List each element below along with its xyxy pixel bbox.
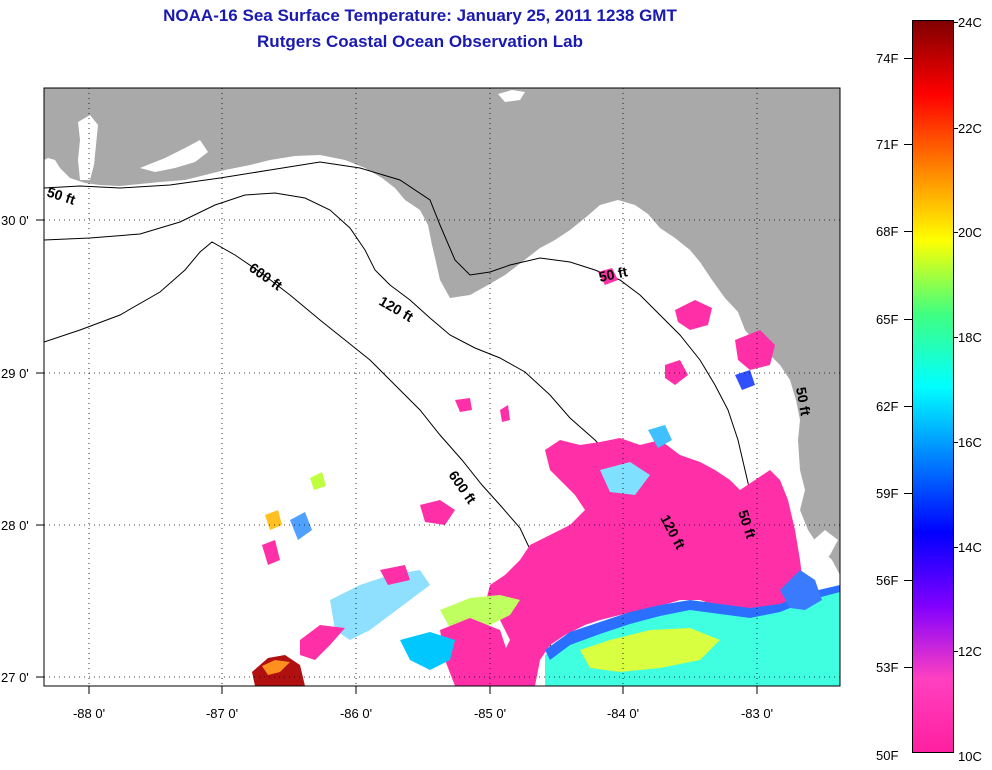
colorbar-c-tick [954, 22, 958, 23]
sst-scatter-3 [420, 500, 455, 525]
colorbar-celsius-label: 14C [958, 540, 982, 555]
colorbar-celsius-label: 16C [958, 435, 982, 450]
map-subtitle: Rutgers Coastal Ocean Observation Lab [257, 32, 583, 51]
lon-label: -85 0' [474, 706, 506, 721]
colorbar-fahrenheit-label: 62F [876, 399, 899, 414]
sst-scatter-12 [600, 462, 650, 495]
sst-warm-patch-edge [262, 660, 290, 675]
pensacola-bays [140, 140, 208, 172]
colorbar-c-tick [954, 442, 958, 443]
contour-label: 50 ft [793, 386, 814, 417]
sst-scatter-6 [735, 370, 755, 390]
temperature-colorbar [912, 20, 954, 753]
colorbar-fahrenheit-label: 68F [876, 224, 899, 239]
map-ticks [36, 219, 758, 694]
mobile-bay [78, 115, 98, 180]
colorbar-fahrenheit-label: 65F [876, 312, 899, 327]
tampa-bay [808, 530, 838, 565]
lon-label: -88 0' [73, 706, 105, 721]
colorbar-c-tick [954, 128, 958, 129]
lat-label: 29 0' [1, 366, 29, 381]
sst-scatter-4 [665, 360, 688, 385]
sst-inner-shelf-blue [780, 570, 822, 610]
sst-west-patch-2 [440, 595, 520, 630]
sst-magenta-patch [485, 438, 805, 686]
colorbar-f-tick [904, 493, 912, 494]
colorbar-fahrenheit-label: 74F [876, 51, 899, 66]
colorbar-celsius-label: 18C [958, 330, 982, 345]
lon-label: -83 0' [741, 706, 773, 721]
sst-west-patch-3 [300, 625, 345, 660]
lat-label: 30 0' [1, 213, 29, 228]
lon-label: -86 0' [340, 706, 372, 721]
sst-scatter-7 [262, 540, 280, 565]
colorbar-c-tick [954, 232, 958, 233]
sst-west-patch-4 [440, 618, 510, 686]
colorbar-f-tick [904, 319, 912, 320]
sst-west-patch-5 [400, 632, 455, 670]
colorbar-celsius-label: 10C [958, 749, 982, 764]
colorbar-fahrenheit-label: 71F [876, 137, 899, 152]
colorbar-celsius-label: 20C [958, 225, 982, 240]
contour-600ft [44, 241, 553, 686]
sst-scatter-14 [455, 398, 472, 412]
sst-scatter-9 [290, 512, 312, 540]
sst-scatter-15 [648, 425, 672, 448]
lon-label: -87 0' [206, 706, 238, 721]
colorbar-c-tick [954, 337, 958, 338]
map-title: NOAA-16 Sea Surface Temperature: January… [163, 6, 677, 25]
colorbar-fahrenheit-label: 59F [876, 486, 899, 501]
sst-yellow-green [580, 628, 720, 672]
colorbar-f-tick [904, 667, 912, 668]
sst-scatter-5 [598, 268, 618, 285]
colorbar-f-tick [904, 58, 912, 59]
contour-label: 50 ft [597, 263, 629, 285]
lat-label: 28 0' [1, 518, 29, 533]
sst-west-patch-1 [330, 570, 430, 640]
sst-scatter-2 [735, 330, 775, 370]
sst-scatter-11 [380, 565, 410, 585]
map-frame [43, 87, 841, 687]
colorbar-celsius-label: 12C [958, 644, 982, 659]
inland-lake [498, 90, 525, 102]
lon-label: -84 0' [607, 706, 639, 721]
sst-scatter-1 [675, 300, 712, 330]
sst-pixels [252, 268, 840, 686]
sst-scatter-10 [310, 472, 326, 490]
colorbar-f-tick [904, 580, 912, 581]
colorbar-f-tick [904, 406, 912, 407]
colorbar-fahrenheit-label: 50F [876, 748, 899, 763]
lat-label: 27 0' [1, 670, 29, 685]
colorbar-celsius-label: 24C [958, 15, 982, 30]
colorbar-f-tick [904, 144, 912, 145]
sst-scatter-13 [500, 405, 510, 422]
colorbar-c-tick [954, 547, 958, 548]
colorbar-celsius-label: 22C [958, 121, 982, 136]
colorbar-f-tick [904, 231, 912, 232]
colorbar-fahrenheit-label: 53F [876, 660, 899, 675]
colorbar-fahrenheit-label: 56F [876, 573, 899, 588]
colorbar-c-tick [954, 651, 958, 652]
